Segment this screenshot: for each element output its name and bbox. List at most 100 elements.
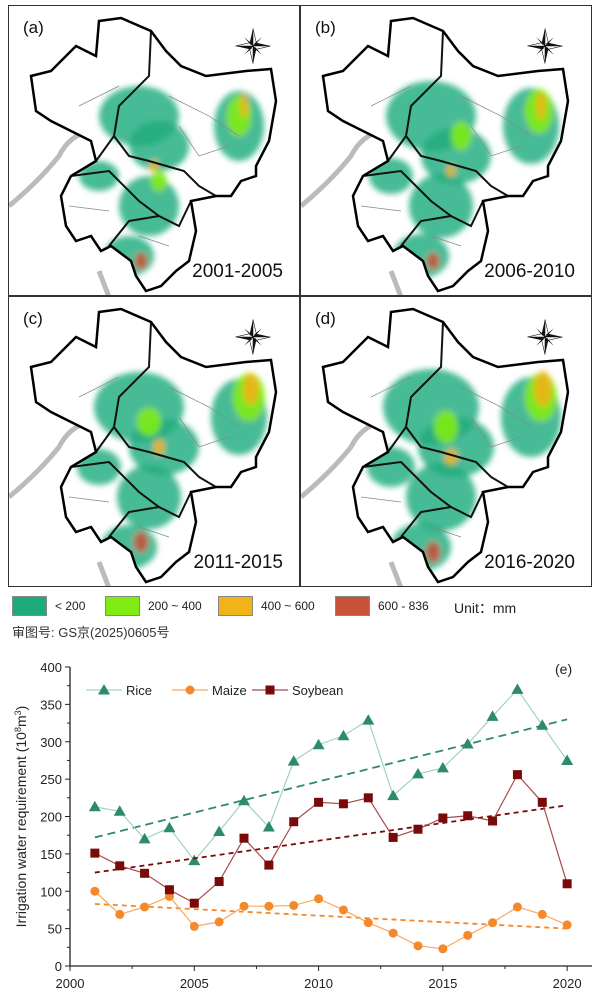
y-axis-label: Irrigation water requirement (108m3) <box>13 706 29 928</box>
series-line <box>94 688 568 862</box>
map-panel-c: (c) 2011-2015 <box>8 296 300 587</box>
raster-patch <box>119 176 179 236</box>
data-point <box>388 928 398 938</box>
province-border <box>362 30 509 247</box>
legend-entry-soybean: Soybean <box>252 683 343 698</box>
data-point <box>138 832 151 844</box>
panel-label-e: (e) <box>555 661 572 677</box>
y-tick-label: 50 <box>48 922 62 937</box>
data-point <box>562 879 572 889</box>
data-point <box>98 684 110 695</box>
data-point <box>314 797 324 807</box>
data-point <box>312 738 325 750</box>
region-outline <box>29 16 278 293</box>
legend-label: Soybean <box>292 683 343 698</box>
data-point <box>388 832 398 842</box>
series-line <box>94 890 568 950</box>
data-point <box>512 770 522 780</box>
raster-patch <box>117 465 181 529</box>
raster-patch <box>134 532 148 552</box>
irrigation-raster <box>77 372 267 569</box>
trend-line <box>94 718 568 839</box>
raster-patch <box>240 94 248 118</box>
map-panel-b: (b) 2006-2010 <box>300 5 592 296</box>
data-point <box>512 902 522 912</box>
series-rice <box>88 683 574 866</box>
legend-label: Rice <box>126 683 152 698</box>
region-outline <box>321 307 570 584</box>
period-label: 2006-2010 <box>484 261 575 282</box>
data-point <box>214 877 224 887</box>
legend-item-200-400: 200 ~ 400 <box>105 596 202 616</box>
raster-patch <box>434 411 458 443</box>
data-point <box>239 833 249 843</box>
compass-rose-icon <box>526 27 564 65</box>
neighbor-border <box>388 561 403 586</box>
y-tick-label: 150 <box>40 847 62 862</box>
raster-patch <box>243 373 259 405</box>
y-tick-label: 250 <box>40 772 62 787</box>
x-tick-label: 2010 <box>304 976 333 991</box>
neighbor-border <box>96 270 111 295</box>
irrigation-line-chart: 0 50 100 150 200 250 300 350 400 2000 2005 2010 2015… <box>13 660 592 991</box>
data-point <box>189 898 199 908</box>
data-point <box>113 805 126 816</box>
data-point <box>314 894 324 904</box>
data-point <box>486 710 499 721</box>
legend-item-400-600: 400 ~ 600 <box>218 596 315 616</box>
x-tick-label: 2020 <box>553 976 582 991</box>
legend-label: Maize <box>212 683 247 698</box>
compass-rose-icon <box>234 27 272 65</box>
raster-patch <box>427 253 439 269</box>
data-point <box>238 794 250 806</box>
y-tick-label: 200 <box>40 810 62 825</box>
data-point <box>537 909 547 919</box>
y-tick-label: 350 <box>40 697 62 712</box>
legend-swatch <box>105 596 140 616</box>
raster-patch <box>101 525 157 569</box>
data-point <box>337 729 350 741</box>
legend-label: 400 ~ 600 <box>261 599 315 613</box>
x-tick-label: 2005 <box>180 976 209 991</box>
raster-patch <box>409 174 473 238</box>
province-border <box>362 321 509 538</box>
legend-swatch <box>12 596 47 616</box>
compass-rose-icon <box>234 318 272 356</box>
data-point <box>463 811 473 821</box>
data-point <box>463 930 473 940</box>
region-map <box>301 307 570 586</box>
data-point <box>115 909 125 919</box>
x-tick-label: 2015 <box>428 976 457 991</box>
y-tick-label: 400 <box>40 660 62 675</box>
legend-entry-maize: Maize <box>172 683 247 698</box>
series-maize <box>90 886 572 954</box>
legend-swatch <box>218 596 253 616</box>
panel-label: (c) <box>23 309 43 328</box>
data-point <box>264 860 274 870</box>
raster-patch <box>534 371 552 407</box>
data-point <box>537 797 547 807</box>
map-panel-d: (d) 2016-2020 <box>300 296 592 587</box>
data-point <box>461 737 474 749</box>
raster-patch <box>367 447 415 487</box>
raster-patch <box>406 463 476 531</box>
data-point <box>561 754 574 765</box>
map-review-number: 审图号: GS京(2025)0605号 <box>12 625 170 640</box>
data-point <box>163 821 176 833</box>
city-border <box>360 376 532 538</box>
y-tick-label: 0 <box>55 959 62 974</box>
data-point <box>413 941 423 951</box>
legend-label: 600 - 836 <box>378 599 429 613</box>
data-point <box>189 921 199 931</box>
province-border <box>70 321 217 538</box>
data-point <box>488 918 498 928</box>
city-border <box>68 85 240 247</box>
raster-patch <box>154 439 164 455</box>
y-axis-label-part: 3 <box>13 710 23 715</box>
unit-label: Unit：mm <box>454 600 517 616</box>
data-point <box>289 817 299 827</box>
data-point <box>338 905 348 915</box>
period-label: 2011-2015 <box>193 552 283 573</box>
region-outline <box>321 16 570 293</box>
data-point <box>536 719 549 730</box>
